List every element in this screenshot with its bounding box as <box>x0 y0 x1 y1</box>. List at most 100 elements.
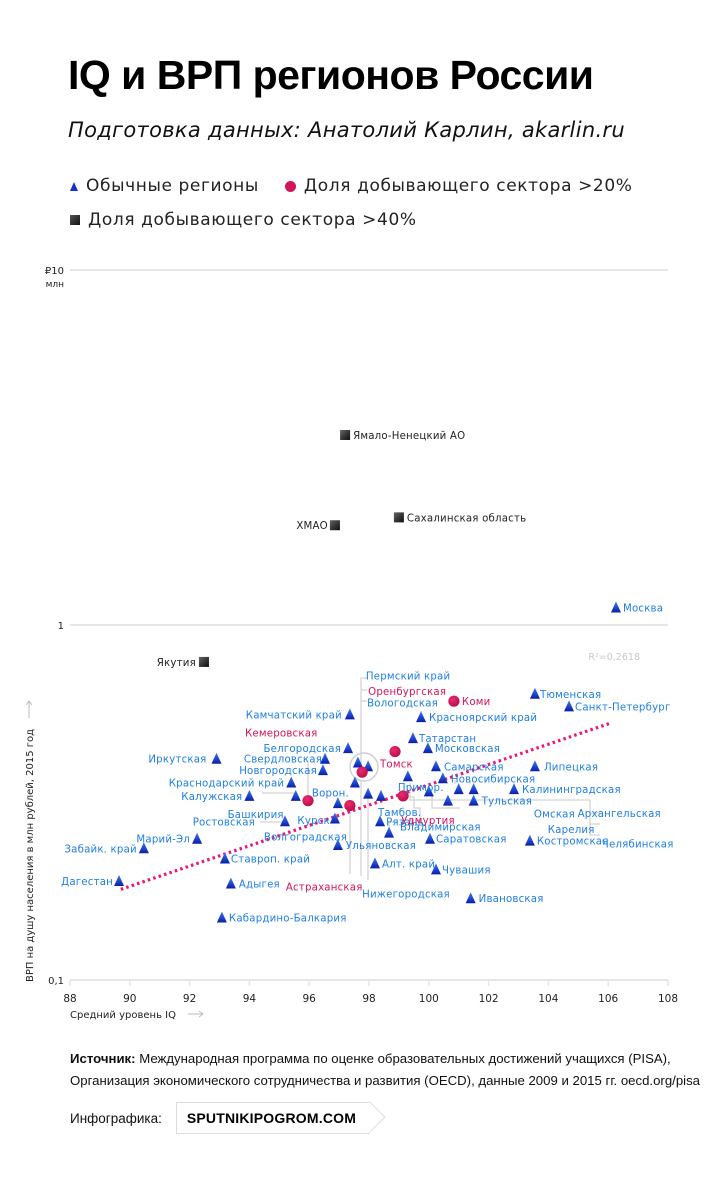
source-line-2: Организация экономического сотрудничеств… <box>70 1073 701 1088</box>
point-label: Самарская <box>444 762 504 773</box>
point-regular <box>422 742 433 754</box>
legend-row-2: Доля добывающего сектора >40% <box>70 210 443 230</box>
page-subtitle: Подготовка данных: Анатолий Карлин, akar… <box>68 118 625 142</box>
point-regular <box>416 711 427 723</box>
point-regular <box>114 875 125 887</box>
point-mining40 <box>329 520 340 531</box>
point-label: Курск <box>297 816 329 827</box>
source-note: Источник: Международная программа по оце… <box>70 1048 700 1092</box>
leader-line <box>431 796 460 809</box>
highlight-ring <box>349 752 379 782</box>
point-label: Московская <box>435 744 500 755</box>
point-regular <box>524 834 535 846</box>
point-regular <box>225 877 236 889</box>
leader-line <box>360 677 367 765</box>
leader-line <box>404 796 421 822</box>
legend-label: Обычные регионы <box>86 176 259 196</box>
scatter-chart: ₽10 млн 1 0,1 88 90 92 94 96 98 100 102 104 106 108 Сре… <box>25 266 678 1021</box>
point-regular <box>564 700 575 712</box>
point-regular <box>529 760 540 772</box>
legend-label: Доля добывающего сектора >40% <box>88 210 417 230</box>
point-label: Сахалинская область <box>407 513 526 524</box>
x-tick-label: 88 <box>63 993 76 1005</box>
legend-item-mining20: Доля добывающего сектора >20% <box>284 176 633 196</box>
point-label: Новгородская <box>239 766 317 777</box>
point-regular <box>442 794 453 806</box>
point-regular <box>192 832 203 844</box>
legend-item-regular: Обычные регионы <box>70 176 259 196</box>
trend-line <box>120 721 612 891</box>
point-regular <box>290 789 301 801</box>
y-tick-label: ₽10 <box>45 266 64 277</box>
point-label: Дагестан <box>61 877 113 888</box>
point-label: Липецкая <box>544 762 598 773</box>
y-tick-sublabel: млн <box>46 280 65 290</box>
point-label: ХМАО <box>296 521 328 532</box>
point-mining40 <box>198 656 209 667</box>
point-regular <box>369 857 380 869</box>
point-label: Удмуртия <box>401 816 455 827</box>
point-label: Саратовская <box>436 835 507 846</box>
point-label: Чувашия <box>442 865 491 876</box>
point-label: Архангельская <box>578 809 661 820</box>
point-regular <box>352 756 363 768</box>
point-label: Татарстан <box>418 734 476 745</box>
x-tick-label: 94 <box>243 993 257 1005</box>
point-label: Тульская <box>481 797 533 808</box>
point-label: Свердловская <box>244 755 322 766</box>
point-label: Санкт-Петербург <box>575 702 671 713</box>
point-label: Адыгея <box>239 879 280 890</box>
point-regular <box>509 783 520 795</box>
point-label: Новосибирская <box>451 774 535 785</box>
point-regular <box>286 776 297 788</box>
source-label: Источник: <box>70 1051 136 1066</box>
point-label: Ямало-Ненецкий АО <box>353 431 465 442</box>
point-label: Калужская <box>181 792 242 803</box>
brand-link[interactable]: SPUTNIKIPOGROM.COM <box>175 1102 371 1134</box>
point-regular <box>332 797 343 809</box>
legend-label: Доля добывающего сектора >20% <box>303 176 633 196</box>
point-regular <box>317 764 328 776</box>
y-axis-arrow-head <box>25 700 33 706</box>
point-label: Томск <box>379 760 413 771</box>
point-mining20 <box>389 745 401 758</box>
point-label: Омская <box>534 810 575 821</box>
x-tick-label: 104 <box>538 993 558 1005</box>
axes: ₽10 млн 1 0,1 88 90 92 94 96 98 100 102 104 106 108 Сре… <box>25 266 678 1021</box>
point-regular <box>465 892 476 904</box>
x-tick-label: 100 <box>419 993 439 1005</box>
point-label: Коми <box>462 697 491 708</box>
point-mining20 <box>302 795 314 807</box>
legend: Обычные регионы Доля добывающего сектора… <box>70 176 659 196</box>
point-label: Ивановская <box>479 894 544 905</box>
x-tick-label: 92 <box>183 993 196 1005</box>
point-regular <box>407 732 418 744</box>
point-label: Алт. край <box>382 859 435 870</box>
point-label: Кабардино-Балкария <box>229 913 347 924</box>
point-label: Нижегородская <box>362 890 450 901</box>
x-tick-label: 106 <box>598 993 618 1005</box>
point-label: Оренбургская <box>368 687 446 698</box>
leader-lines <box>260 677 600 880</box>
point-label: Карелия <box>548 825 595 836</box>
point-regular <box>343 742 354 754</box>
point-regular <box>384 826 395 838</box>
point-mining40 <box>393 512 404 523</box>
point-mining20 <box>448 695 460 707</box>
point-label: Белгородская <box>263 744 341 755</box>
x-tick-label: 108 <box>658 993 678 1005</box>
leader-line <box>262 792 296 798</box>
point-label: Ворон. <box>312 789 349 800</box>
point-regular <box>468 794 479 806</box>
point-regular <box>320 752 331 764</box>
point-label: Башкирия <box>228 810 284 821</box>
point-label: Москва <box>623 604 663 615</box>
data-points <box>114 429 621 923</box>
point-regular <box>402 770 413 782</box>
infographic-credit: Инфографика: SPUTNIKIPOGROM.COM <box>70 1102 371 1134</box>
point-regular <box>279 815 290 827</box>
point-regular <box>216 911 227 923</box>
point-regular <box>468 783 479 795</box>
point-regular <box>430 863 441 875</box>
point-label: Тамбов. <box>377 808 421 819</box>
